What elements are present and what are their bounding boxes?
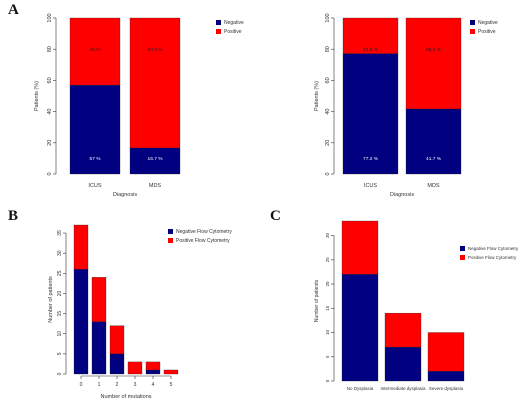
y-tick-label: 25 <box>325 257 330 263</box>
x-tick-label: 3 <box>134 382 137 388</box>
bar-positive-segment <box>127 361 143 375</box>
y-tick-label: 0 <box>57 372 63 375</box>
bar-value-label: 41.7 % <box>426 156 442 162</box>
y-tick-label: 10 <box>325 330 330 336</box>
legend-label: Positive Flow Cytometry <box>468 255 517 260</box>
y-tick-label: 25 <box>57 270 63 276</box>
y-tick-label: 20 <box>325 140 331 146</box>
y-axis-label: Patients (%) <box>34 81 40 111</box>
bar-positive-segment <box>145 361 161 371</box>
bar-negative-segment <box>384 346 422 382</box>
bar-negative-segment <box>341 274 379 382</box>
x-tick-label: 5 <box>170 382 173 388</box>
y-tick-label: 40 <box>325 109 331 115</box>
y-tick-label: 40 <box>47 109 53 115</box>
x-tick-label: 2 <box>116 382 119 388</box>
x-tick-label: No Dysplasia <box>347 386 374 391</box>
y-axis-label: Patients (%) <box>314 81 320 111</box>
x-tick-label: ICUS <box>364 183 377 189</box>
bar-positive-segment <box>91 277 107 322</box>
bar-positive-segment <box>69 17 121 86</box>
y-tick-label: 20 <box>47 140 53 146</box>
legend-label: Positive Flow Cytometry <box>176 238 230 244</box>
bar-negative-segment <box>109 353 125 375</box>
bar-positive-segment <box>405 17 462 110</box>
y-tick-label: 5 <box>57 352 63 355</box>
bar-positive-segment <box>109 325 125 355</box>
y-tick-label: 100 <box>47 13 53 22</box>
y-tick-label: 30 <box>57 250 63 256</box>
bar-negative-segment <box>69 84 121 175</box>
y-axis-label: Number of patients <box>48 276 54 323</box>
legend-label: Negative <box>478 20 498 26</box>
bar-value-label: 22.8 % <box>363 47 379 53</box>
x-tick-label: 4 <box>152 382 155 388</box>
bar-positive-segment <box>427 332 465 372</box>
bar-negative-segment <box>342 53 399 175</box>
bar-value-label: 83.3 % <box>148 47 164 53</box>
legend-label: Positive <box>224 29 242 35</box>
bar-positive-segment <box>341 220 379 275</box>
legend-swatch-negative <box>460 246 465 251</box>
bar-negative-segment <box>73 269 89 375</box>
x-tick-label: 1 <box>98 382 101 388</box>
x-tick-label: ICUS <box>88 183 101 189</box>
bar-positive-segment <box>129 17 181 149</box>
legend-label: Positive <box>478 29 496 35</box>
y-tick-label: 60 <box>325 77 331 83</box>
y-tick-label: 15 <box>325 305 330 311</box>
legend-label: Negative <box>224 20 244 26</box>
bar-positive-segment <box>163 369 179 375</box>
bar-negative-segment <box>145 369 161 375</box>
panel-label-c: C <box>270 208 281 224</box>
bar-negative-segment <box>427 371 465 382</box>
y-tick-label: 20 <box>325 281 330 287</box>
legend-label: Negative Flow Cytometry <box>468 246 519 251</box>
bar-positive-segment <box>384 312 422 348</box>
legend-swatch-negative <box>216 20 221 25</box>
x-axis-label: Diagnosis <box>113 192 137 198</box>
x-tick-label: MDS <box>427 183 440 189</box>
x-tick-label: Severe dysplasia <box>429 386 464 391</box>
x-tick-label: 0 <box>80 382 83 388</box>
legend-swatch-negative <box>470 20 475 25</box>
y-tick-label: 35 <box>57 230 63 236</box>
y-tick-label: 20 <box>57 290 63 296</box>
y-tick-label: 0 <box>47 172 53 175</box>
y-tick-label: 10 <box>57 331 63 337</box>
y-tick-label: 5 <box>325 355 330 358</box>
x-tick-label: Intermediate dysplasia <box>380 386 426 391</box>
bar-negative-segment <box>91 321 107 375</box>
y-tick-label: 80 <box>325 46 331 52</box>
y-tick-label: 60 <box>47 77 53 83</box>
x-axis-label: Diagnosis <box>390 192 414 198</box>
bar-value-label: 16.7 % <box>148 156 164 162</box>
bar-negative-segment <box>129 147 181 175</box>
y-axis-label: Number of patients <box>314 279 320 322</box>
legend-swatch-positive <box>216 29 221 34</box>
legend-swatch-positive <box>168 238 173 243</box>
x-axis-label: Number of mutations <box>100 394 151 400</box>
y-tick-label: 0 <box>325 172 331 175</box>
x-tick-label: MDS <box>149 183 162 189</box>
y-tick-label: 80 <box>47 46 53 52</box>
bar-value-label: 58.3 % <box>426 47 442 53</box>
y-tick-label: 100 <box>325 13 331 22</box>
bar-value-label: 43 % <box>90 47 102 53</box>
panel-label-b: B <box>8 208 19 224</box>
y-tick-label: 30 <box>325 233 330 239</box>
y-tick-label: 15 <box>57 311 63 317</box>
y-tick-label: 0 <box>325 379 330 382</box>
legend-swatch-negative <box>168 229 173 234</box>
bar-value-label: 57 % <box>90 156 102 162</box>
bar-positive-segment <box>342 17 399 54</box>
legend-label: Negative Flow Cytometry <box>176 229 232 235</box>
legend-swatch-positive <box>470 29 475 34</box>
bar-positive-segment <box>73 224 89 270</box>
bar-negative-segment <box>405 108 462 175</box>
bar-value-label: 77.2 % <box>363 156 379 162</box>
panel-label-a: A <box>8 2 19 18</box>
legend-swatch-positive <box>460 255 465 260</box>
